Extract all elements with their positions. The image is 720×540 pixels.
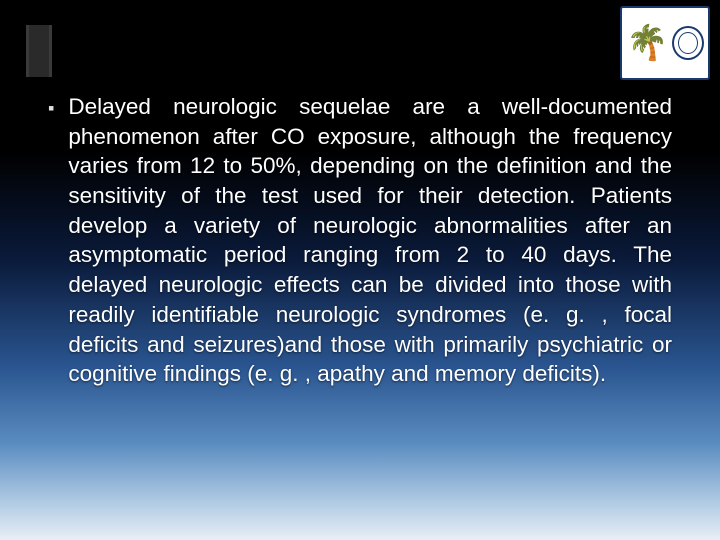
accent-bar [26,25,52,77]
bullet-marker-icon: ▪ [48,93,54,123]
palm-tree-icon: 🌴 [626,26,668,60]
bullet-text: Delayed neurologic sequelae are a well-d… [68,92,672,389]
slide-container: 🌴 ▪ Delayed neurologic sequelae are a we… [0,0,720,540]
bullet-item: ▪ Delayed neurologic sequelae are a well… [48,92,672,389]
slide-content: ▪ Delayed neurologic sequelae are a well… [48,92,672,389]
university-logo: 🌴 [620,6,710,80]
seal-icon [672,26,704,60]
